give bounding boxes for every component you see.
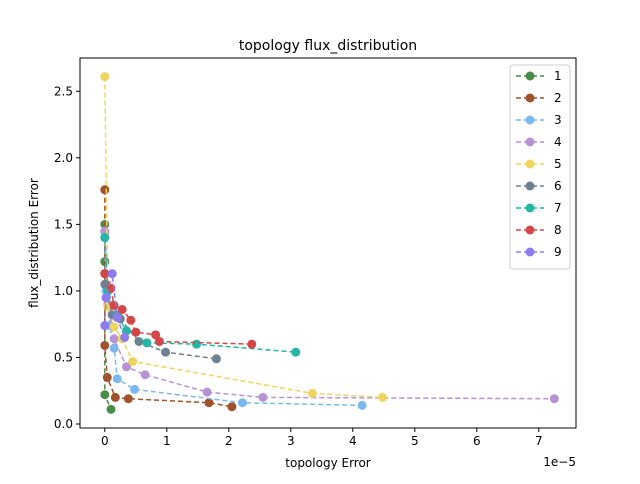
data-point-series-2 bbox=[100, 340, 110, 350]
x-axis-offset-label: 1e−5 bbox=[543, 455, 576, 469]
data-point-series-8 bbox=[117, 305, 127, 315]
data-point-series-2 bbox=[204, 398, 214, 408]
legend-marker-9 bbox=[525, 247, 535, 257]
data-point-series-1 bbox=[100, 390, 110, 400]
legend-label-7: 7 bbox=[554, 201, 562, 215]
data-point-series-5 bbox=[308, 388, 317, 398]
data-point-series-5 bbox=[378, 392, 388, 402]
data-point-series-8 bbox=[151, 330, 161, 340]
x-tick-label: 0 bbox=[101, 434, 109, 448]
y-tick-label: 1.0 bbox=[54, 284, 73, 298]
data-point-series-2 bbox=[100, 185, 110, 195]
legend-label-4: 4 bbox=[554, 135, 562, 149]
plot-frame bbox=[79, 57, 577, 429]
data-point-series-8 bbox=[100, 269, 110, 279]
x-tick-label: 3 bbox=[287, 434, 295, 448]
y-tick-label: 2.5 bbox=[54, 84, 73, 98]
legend-box bbox=[509, 64, 571, 270]
series-layer bbox=[100, 72, 559, 414]
y-tick-label: 1.5 bbox=[54, 217, 73, 231]
data-point-series-7 bbox=[192, 339, 202, 349]
data-point-series-4 bbox=[109, 334, 119, 344]
data-point-series-4 bbox=[549, 394, 559, 404]
data-point-series-4 bbox=[258, 392, 268, 402]
x-tick-label: 5 bbox=[411, 434, 419, 448]
legend-label-8: 8 bbox=[554, 223, 562, 237]
data-point-series-8 bbox=[126, 315, 136, 325]
data-point-series-5 bbox=[109, 322, 119, 332]
legend-marker-2 bbox=[525, 93, 535, 103]
y-axis: 0.0 0.5 1.0 1.5 2.0 2.5 bbox=[54, 84, 80, 431]
legend-marker-3 bbox=[525, 115, 535, 125]
legend-label-3: 3 bbox=[554, 113, 562, 127]
data-point-series-2 bbox=[110, 392, 120, 402]
y-axis-label: flux_distribution Error bbox=[27, 178, 41, 308]
data-point-series-9 bbox=[107, 269, 117, 279]
y-tick-label: 0.5 bbox=[54, 350, 73, 364]
data-point-series-4 bbox=[140, 370, 150, 380]
data-point-series-1 bbox=[106, 404, 116, 414]
data-point-series-7 bbox=[142, 338, 152, 348]
data-point-series-2 bbox=[102, 372, 112, 382]
data-point-series-3 bbox=[357, 400, 367, 410]
data-point-series-3 bbox=[130, 384, 140, 394]
data-point-series-9 bbox=[112, 313, 122, 323]
data-point-series-9 bbox=[100, 321, 110, 331]
data-point-series-8 bbox=[131, 327, 141, 337]
legend: 1 2 3 4 5 6 7 8 9 bbox=[509, 64, 571, 270]
legend-label-9: 9 bbox=[554, 245, 562, 259]
data-point-series-3 bbox=[109, 343, 119, 353]
legend-marker-5 bbox=[525, 159, 535, 169]
legend-marker-7 bbox=[525, 203, 535, 213]
data-point-series-6 bbox=[134, 336, 144, 346]
data-point-series-5 bbox=[128, 356, 138, 366]
data-point-series-9 bbox=[120, 332, 130, 342]
x-tick-label: 1 bbox=[163, 434, 171, 448]
data-point-series-4 bbox=[202, 387, 212, 397]
chart-title: topology flux_distribution bbox=[239, 38, 417, 54]
legend-label-5: 5 bbox=[554, 157, 562, 171]
x-tick-label: 4 bbox=[349, 434, 357, 448]
legend-marker-8 bbox=[525, 225, 535, 235]
series-line-6 bbox=[104, 284, 217, 360]
data-point-series-8 bbox=[109, 301, 119, 311]
data-point-series-3 bbox=[112, 374, 122, 384]
data-point-series-8 bbox=[247, 339, 257, 349]
legend-label-1: 1 bbox=[554, 69, 562, 83]
data-point-series-7 bbox=[100, 233, 110, 243]
y-tick-label: 0.0 bbox=[54, 417, 73, 431]
x-tick-label: 2 bbox=[225, 434, 233, 448]
data-point-series-3 bbox=[237, 398, 247, 408]
x-tick-label: 7 bbox=[535, 434, 543, 448]
series-line-2 bbox=[104, 189, 233, 408]
x-axis: 0 1 2 3 4 5 6 7 bbox=[101, 428, 543, 448]
data-point-series-5 bbox=[100, 72, 110, 82]
data-point-series-7 bbox=[291, 347, 301, 357]
x-axis-label: topology Error bbox=[285, 456, 371, 470]
data-point-series-4 bbox=[122, 362, 131, 372]
data-point-series-6 bbox=[161, 347, 171, 357]
legend-marker-1 bbox=[525, 71, 535, 81]
legend-label-2: 2 bbox=[554, 91, 562, 105]
x-tick-label: 6 bbox=[473, 434, 481, 448]
legend-marker-6 bbox=[525, 181, 535, 191]
data-point-series-2 bbox=[227, 402, 237, 412]
data-point-series-8 bbox=[154, 336, 164, 346]
legend-marker-4 bbox=[525, 137, 535, 147]
legend-label-6: 6 bbox=[554, 179, 562, 193]
y-tick-label: 2.0 bbox=[54, 151, 73, 165]
data-point-series-6 bbox=[211, 354, 221, 364]
data-point-series-9 bbox=[101, 293, 111, 303]
data-point-series-2 bbox=[123, 394, 133, 404]
